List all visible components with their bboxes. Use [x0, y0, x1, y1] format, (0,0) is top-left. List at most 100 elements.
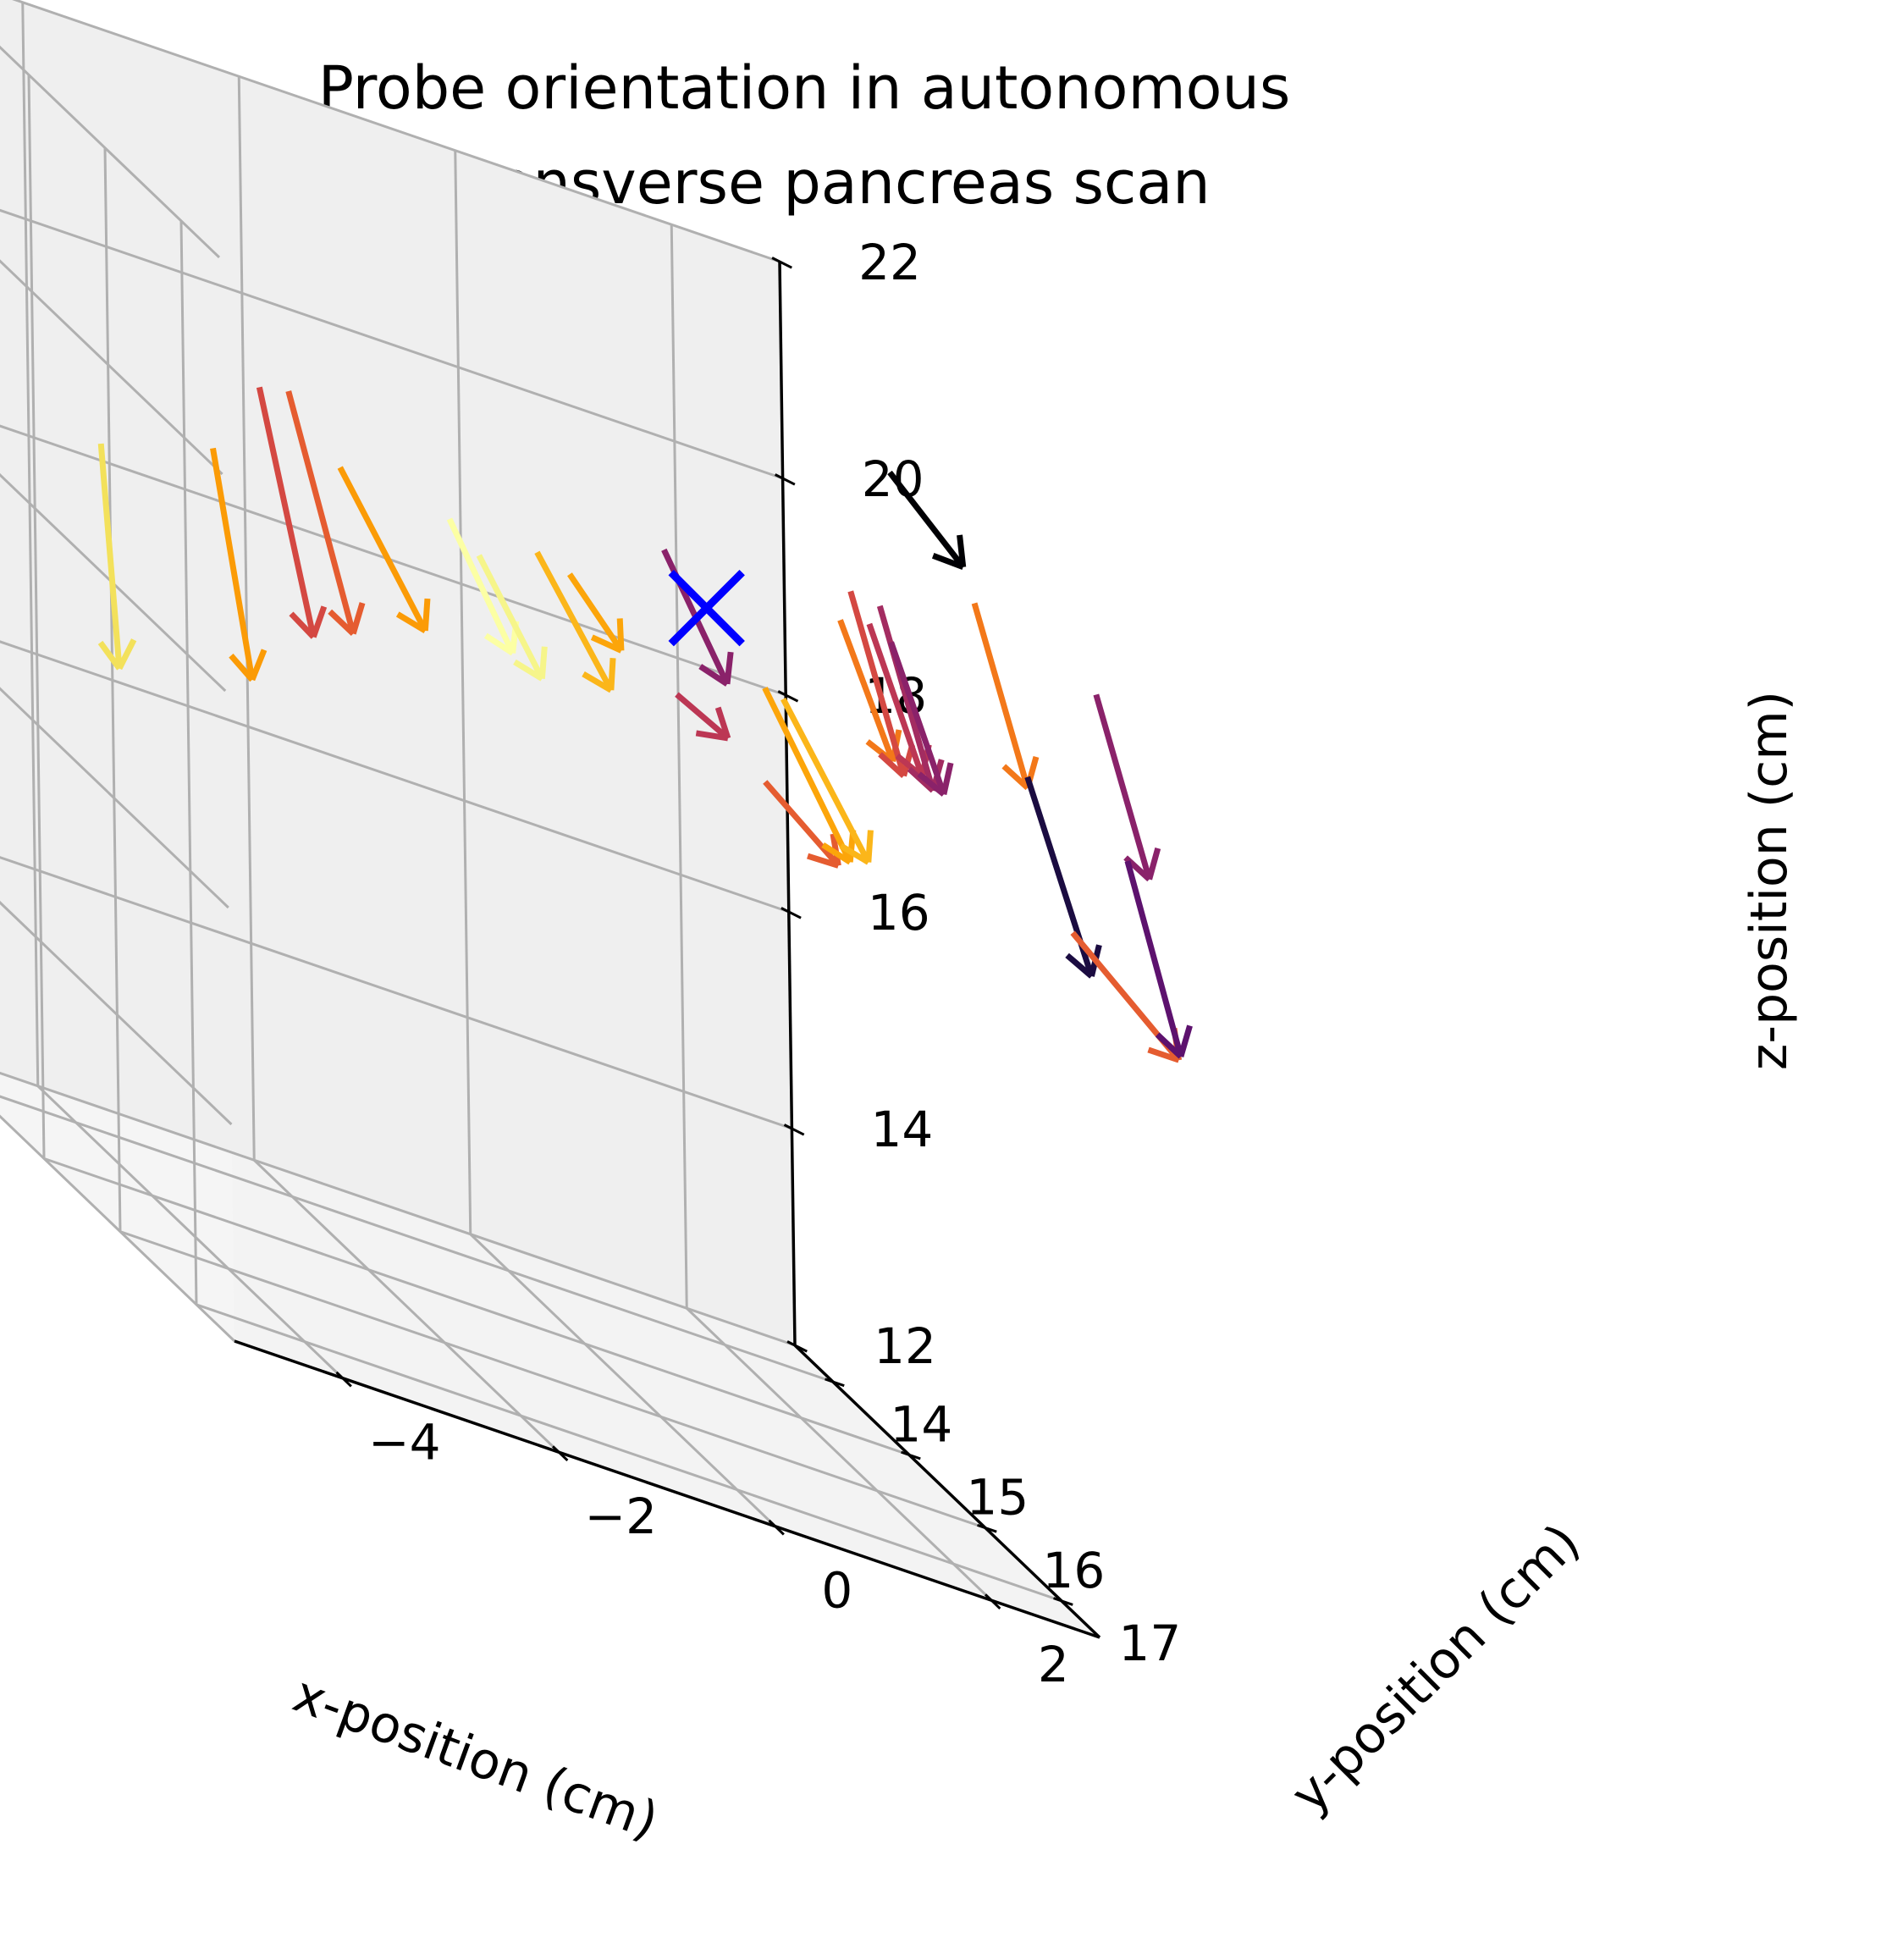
z-tick	[781, 907, 802, 919]
x-gridline-floor	[686, 1307, 993, 1602]
z-tick	[777, 690, 799, 703]
arrow-head-left	[807, 853, 840, 869]
arrow-shaft	[971, 602, 1031, 789]
x-tick	[551, 1445, 569, 1462]
arrow-shaft	[675, 692, 731, 741]
arrow-head-right	[957, 534, 967, 568]
y-tick	[901, 1450, 921, 1460]
z-tick-label: 12	[874, 1317, 936, 1375]
arrow-head-left	[695, 730, 729, 742]
z-axis-label: z-position (cm)	[1740, 691, 1799, 1070]
y-gridline-floor	[119, 1230, 986, 1530]
arrow-head-right	[538, 646, 548, 679]
y-tick	[825, 1378, 845, 1388]
back-pane	[0, 0, 795, 1345]
quiver-arrow	[534, 550, 616, 693]
x-tick-label: −2	[585, 1488, 658, 1545]
arrow-head-left	[931, 553, 964, 570]
quiver-arrow	[887, 470, 967, 570]
tick-labels: −4−20214151617121416182022	[368, 234, 1181, 1693]
arrow-shaft	[866, 622, 925, 777]
arrow-head-left	[289, 611, 316, 639]
z-gridline-left	[0, 900, 233, 1126]
arrow-head-right	[724, 651, 734, 685]
z-gridline-left	[0, 45, 221, 259]
z-gridline-left	[0, 1114, 236, 1343]
arrow-head-left	[395, 611, 428, 633]
arrow-head-left	[839, 842, 870, 865]
z-gridline-left	[0, 472, 227, 693]
y-gridline-floor	[43, 1157, 910, 1456]
z-gridline-left	[0, 259, 223, 476]
z-tick-label: 22	[858, 234, 921, 291]
y-tick	[1053, 1597, 1073, 1606]
quiver-arrow	[781, 698, 874, 865]
x-tick-label: −4	[368, 1413, 441, 1471]
axes-panes	[0, 0, 1100, 1637]
arrow-head-right	[422, 598, 431, 632]
quiver-arrows	[97, 386, 1193, 1063]
z-gridline-back	[0, 856, 792, 1130]
y-axis-line	[793, 1344, 1101, 1639]
z-tick-label: 16	[868, 884, 930, 941]
y-tick-label: 15	[966, 1469, 1029, 1527]
arrow-head-right	[940, 762, 954, 795]
arrow-shaft	[337, 466, 428, 632]
y-tick-label: 17	[1118, 1615, 1181, 1672]
arrow-head-left	[97, 640, 122, 671]
arrow-head-left	[917, 771, 946, 797]
arrow-shaft	[847, 590, 907, 777]
arrow-head-right	[616, 618, 625, 651]
quiver-arrow	[210, 447, 268, 682]
arrow-head-left	[878, 752, 906, 779]
arrow-shaft	[285, 390, 356, 635]
grid-lines	[0, 0, 1062, 1603]
arrow-shaft	[210, 447, 256, 681]
arrow-head-left	[1065, 952, 1094, 979]
quiver-arrow	[285, 390, 366, 637]
z-tick	[783, 1124, 805, 1136]
arrow-shaft	[887, 470, 966, 569]
z-gridline-back	[0, 640, 790, 914]
arrow-head-left	[483, 632, 515, 656]
target-marker-group	[668, 570, 745, 647]
arrow-head-right	[1178, 1024, 1193, 1057]
arrow-shaft	[567, 572, 624, 653]
arrow-head-right	[865, 830, 874, 863]
x-gridline-back	[21, 2, 40, 1086]
arrow-shaft	[1093, 693, 1153, 881]
y-gridline-left	[179, 220, 198, 1305]
z-tick-label: 14	[870, 1101, 933, 1158]
arrow-head-left	[582, 671, 613, 693]
arrow-shaft	[837, 619, 896, 763]
z-tick	[771, 257, 792, 269]
arrow-shaft	[763, 780, 841, 868]
quiver-arrow	[888, 641, 954, 797]
arrow-head-left	[907, 766, 935, 793]
quiver-arrow	[337, 466, 431, 633]
z-gridline-left	[0, 687, 229, 909]
arrow-head-left	[895, 753, 924, 779]
arrow-head-right	[608, 658, 616, 691]
y-tick	[977, 1523, 997, 1533]
arrow-head-right	[350, 602, 366, 635]
arrow-shaft	[1124, 860, 1184, 1057]
z-tick	[786, 1340, 808, 1353]
target-marker-stroke-2	[668, 570, 745, 647]
arrow-shaft	[762, 687, 853, 864]
y-gridline-left	[27, 75, 46, 1159]
arrow-head-left	[1155, 1032, 1183, 1059]
chart-title-line-1: Probe orientation in autonomous	[318, 53, 1291, 123]
x-gridline-floor	[469, 1233, 776, 1527]
quiver-arrow	[476, 554, 548, 682]
x-axis-line	[234, 1339, 1100, 1639]
arrow-head-left	[1147, 1046, 1180, 1063]
floor-pane	[0, 1073, 1100, 1637]
arrow-shaft	[876, 605, 936, 792]
z-gridline-back	[0, 424, 786, 697]
x-gridline-floor	[253, 1159, 560, 1454]
x-tick-label: 0	[821, 1561, 852, 1619]
z-gridline-back	[0, 1071, 796, 1347]
arrow-shaft	[534, 550, 614, 692]
